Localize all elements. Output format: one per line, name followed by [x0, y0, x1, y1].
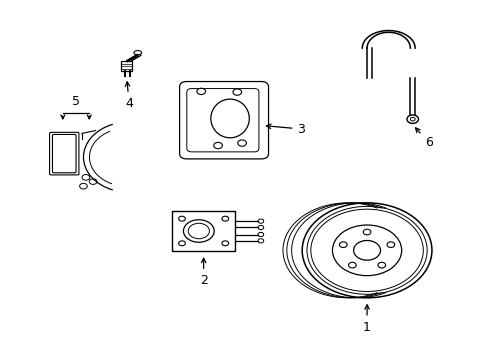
- Text: 1: 1: [363, 305, 370, 334]
- Text: 3: 3: [266, 122, 305, 135]
- Text: 4: 4: [125, 82, 133, 110]
- Bar: [172, 211, 234, 251]
- Text: 2: 2: [199, 258, 207, 287]
- Bar: [121, 61, 132, 71]
- Text: 6: 6: [415, 128, 432, 149]
- Text: 5: 5: [72, 95, 80, 108]
